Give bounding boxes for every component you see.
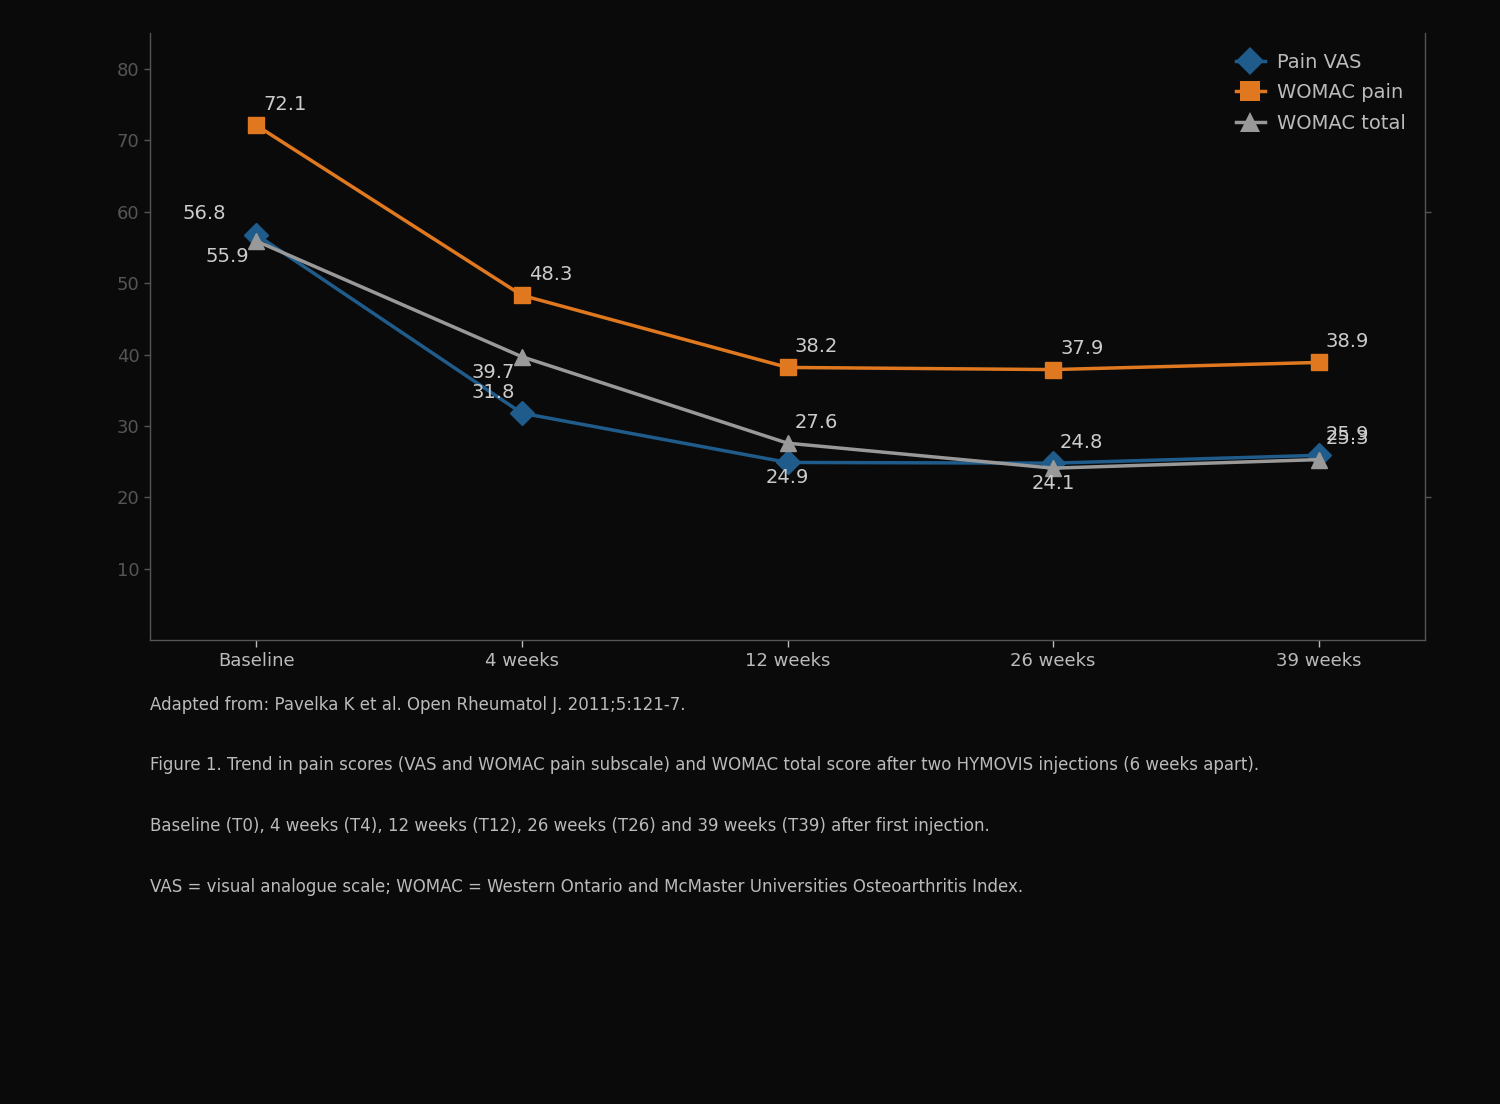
Text: 24.8: 24.8 [1060, 433, 1104, 452]
Text: 25.3: 25.3 [1326, 429, 1370, 448]
Text: 24.9: 24.9 [766, 468, 808, 488]
Text: 27.6: 27.6 [795, 413, 838, 432]
Text: Baseline (T0), 4 weeks (T4), 12 weeks (T12), 26 weeks (T26) and 39 weeks (T39) a: Baseline (T0), 4 weeks (T4), 12 weeks (T… [150, 817, 990, 835]
Text: 31.8: 31.8 [471, 383, 514, 402]
Text: VAS = visual analogue scale; WOMAC = Western Ontario and McMaster Universities O: VAS = visual analogue scale; WOMAC = Wes… [150, 878, 1023, 895]
Text: 72.1: 72.1 [262, 95, 306, 114]
Text: 48.3: 48.3 [530, 265, 572, 284]
Text: 24.1: 24.1 [1032, 474, 1076, 493]
Text: 38.2: 38.2 [795, 338, 838, 357]
Text: 25.9: 25.9 [1326, 425, 1370, 444]
Legend: Pain VAS, WOMAC pain, WOMAC total: Pain VAS, WOMAC pain, WOMAC total [1226, 43, 1416, 142]
Text: 37.9: 37.9 [1060, 339, 1104, 359]
Text: Adapted from: Pavelka K et al. Open Rheumatol J. 2011;5:121-7.: Adapted from: Pavelka K et al. Open Rheu… [150, 696, 686, 713]
Text: 39.7: 39.7 [471, 363, 514, 382]
Text: Figure 1. Trend in pain scores (VAS and WOMAC pain subscale) and WOMAC total sco: Figure 1. Trend in pain scores (VAS and … [150, 756, 1258, 774]
Text: 55.9: 55.9 [206, 247, 249, 266]
Text: 38.9: 38.9 [1326, 332, 1370, 351]
Text: 56.8: 56.8 [182, 204, 225, 223]
